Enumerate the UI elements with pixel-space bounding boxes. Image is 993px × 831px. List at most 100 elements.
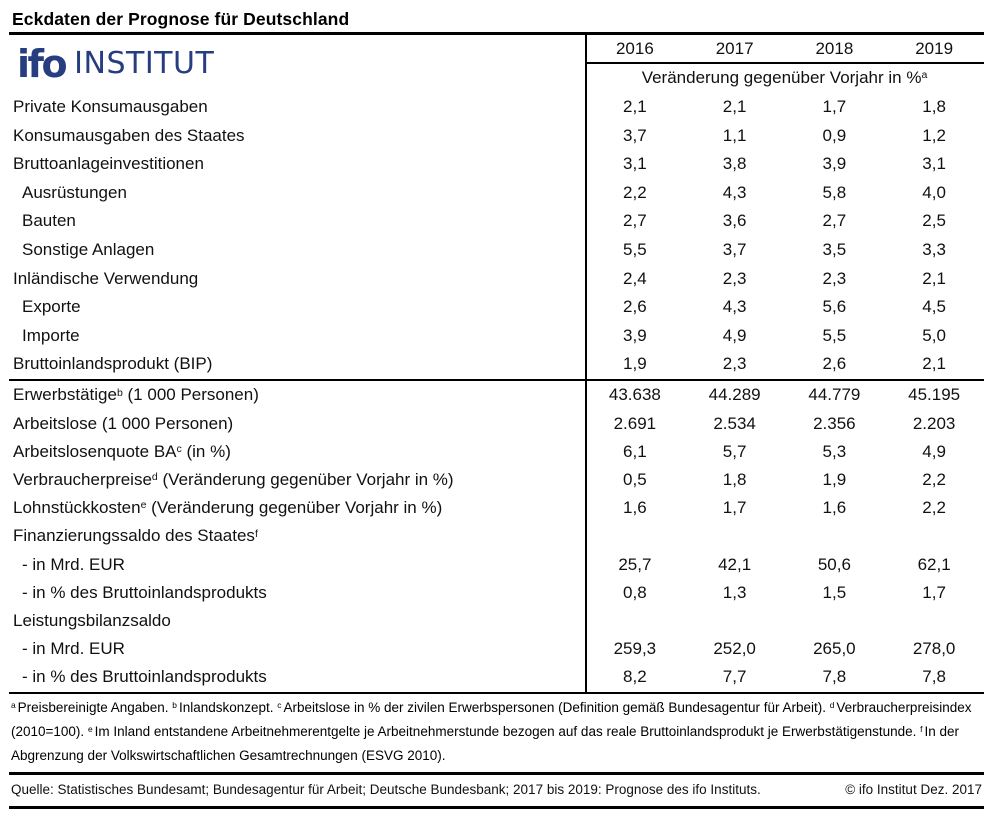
table-cell: 2,4	[623, 268, 647, 288]
table-cell	[585, 522, 685, 550]
table-section-gdp-components: Private Konsumausgaben 2,1 2,1 1,7 1,8 Konsum…	[9, 93, 984, 379]
row-label: Arbeitslose (1 000 Personen)	[13, 413, 234, 433]
table-cell: 5,7	[722, 441, 747, 461]
table-cell: 1,7	[922, 582, 946, 602]
table-cell: 1,8	[722, 470, 747, 489]
table-cell: 3,9	[822, 154, 847, 174]
table-cell: 5,3	[822, 441, 847, 461]
source-text: Quelle: Statistisches Bundesamt; Bundesa…	[11, 781, 761, 797]
row-label: - in % des Bruttoinlandsprodukts	[22, 582, 267, 602]
table-cell: 44.779	[808, 385, 861, 405]
table-cell: 0,5	[623, 470, 647, 489]
table-vertical-divider	[585, 35, 587, 692]
row-values: 6,1 5,7 5,3 4,9	[585, 438, 984, 466]
forecast-table: ifo INSTITUT 2016 2017 2018 2019 Veränderun…	[9, 35, 984, 692]
table-cell: 3,8	[722, 154, 747, 174]
year-column-header: 2019	[915, 39, 954, 58]
row-label: - in Mrd. EUR	[22, 639, 125, 659]
table-cell: 1,9	[822, 470, 847, 489]
table-header-columns: 2016 2017 2018 2019 Veränderung gegenüber V…	[585, 35, 984, 93]
row-label: Exporte	[22, 297, 81, 317]
unit-subheader: Veränderung gegenüber Vorjahr in %a	[585, 64, 984, 93]
row-label: Erwerbstätigeb (1 000 Personen)	[13, 385, 259, 405]
row-values: 3,9 4,9 5,5 5,0	[585, 322, 984, 351]
row-values: 2,4 2,3 2,3 2,1	[585, 265, 984, 294]
row-values: 1,6 1,7 1,6 2,2	[585, 494, 984, 522]
row-label: Arbeitslosenquote BAc (in %)	[13, 441, 231, 461]
footnote-text: Preisbereinigte Angaben.	[17, 699, 173, 715]
table-row: Exporte 2,6 4,3 5,6 4,5	[9, 293, 984, 322]
table-cell	[685, 522, 785, 550]
table-row: Leistungsbilanzsaldo	[9, 607, 984, 635]
table-cell: 2,2	[922, 498, 946, 518]
row-values: 0,5 1,8 1,9 2,2	[585, 466, 984, 494]
table-cell: 1,9	[623, 354, 647, 374]
table-cell: 4,3	[722, 182, 747, 202]
page-title: Eckdaten der Prognose für Deutschland	[12, 9, 350, 29]
table-cell	[884, 607, 984, 635]
table-cell: 265,0	[813, 639, 856, 659]
row-values: 259,3 252,0 265,0 278,0	[585, 635, 984, 663]
table-cell: 2,5	[922, 211, 946, 231]
table-cell: 3,6	[722, 211, 747, 231]
table-cell: 25,7	[618, 554, 652, 574]
table-row: Bauten 2,7 3,6 2,7 2,5	[9, 207, 984, 236]
row-label: Sonstige Anlagen	[22, 239, 155, 259]
year-column-header: 2018	[815, 39, 854, 58]
table-cell: 2,1	[722, 97, 747, 116]
row-label: Inländische Verwendung	[13, 268, 199, 288]
table-row: - in % des Bruttoinlandsprodukts 8,2 7,7 7,…	[9, 663, 984, 691]
row-values: 3,1 3,8 3,9 3,1	[585, 150, 984, 179]
table-row: Bruttoinlandsprodukt (BIP) 1,9 2,3 2,6 2,1	[9, 350, 984, 379]
unit-subheader-footnote-mark: a	[921, 69, 928, 82]
table-cell: 1,7	[722, 498, 747, 518]
table-row: Lohnstückkostene (Veränderung gegenüber …	[9, 494, 984, 522]
table-cell: 4,3	[722, 297, 747, 317]
footnote-mark: c	[277, 699, 282, 710]
footnote-mark: e	[87, 723, 93, 734]
footnote-mark: f	[254, 527, 258, 540]
table-row: Sonstige Anlagen 5,5 3,7 3,5 3,3	[9, 236, 984, 265]
footnote-mark: d	[151, 471, 158, 484]
row-label: Bruttoanlageinvestitionen	[13, 154, 204, 174]
year-header-row: 2016 2017 2018 2019	[585, 35, 984, 64]
row-label: Private Konsumausgaben	[13, 97, 208, 116]
row-values: 43.638 44.289 44.779 45.195	[585, 381, 984, 409]
row-label: Lohnstückkostene (Veränderung gegenüber …	[13, 498, 443, 518]
source-row: Quelle: Statistisches Bundesamt; Bundesa…	[9, 775, 984, 809]
table-cell: 4,5	[922, 297, 946, 317]
copyright-text: © ifo Institut Dez. 2017	[845, 781, 982, 797]
footnote-text: Arbeitslose in % der zivilen Erwerbspers…	[283, 699, 830, 715]
row-label: Ausrüstungen	[22, 182, 127, 202]
ifo-logo-wordmark: ifo	[17, 42, 68, 86]
row-label: Konsumausgaben des Staates	[13, 125, 245, 145]
unit-subheader-text: Veränderung gegenüber Vorjahr in %	[641, 68, 922, 87]
table-row: Private Konsumausgaben 2,1 2,1 1,7 1,8	[9, 93, 984, 122]
ifo-logo-institut-text: INSTITUT	[74, 46, 215, 81]
table-cell: 252,0	[713, 639, 756, 659]
table-row: Bruttoanlageinvestitionen 3,1 3,8 3,9 3,1	[9, 150, 984, 179]
row-values: 2,7 3,6 2,7 2,5	[585, 207, 984, 236]
table-cell: 278,0	[912, 639, 956, 659]
table-cell: 1,7	[822, 97, 847, 116]
footnote-mark: b	[116, 386, 123, 399]
row-values	[585, 607, 984, 635]
table-cell	[685, 607, 785, 635]
table-cell: 2,6	[822, 354, 847, 374]
table-cell	[585, 607, 685, 635]
row-values: 2,6 4,3 5,6 4,5	[585, 293, 984, 322]
table-cell: 3,3	[922, 239, 946, 259]
table-cell: 62,1	[917, 554, 951, 574]
row-values: 5,5 3,7 3,5 3,3	[585, 236, 984, 265]
footnote-mark: a	[11, 699, 16, 710]
table-cell: 259,3	[613, 639, 657, 659]
section-divider	[9, 378, 984, 382]
row-values: 2.691 2.534 2.356 2.203	[585, 410, 984, 438]
row-label: Importe	[22, 325, 80, 345]
row-label: - in % des Bruttoinlandsprodukts	[22, 667, 267, 687]
row-values	[585, 522, 984, 550]
row-values: 0,8 1,3 1,5 1,7	[585, 579, 984, 607]
row-label: - in Mrd. EUR	[22, 554, 125, 574]
row-values: 25,7 42,1 50,6 62,1	[585, 551, 984, 579]
